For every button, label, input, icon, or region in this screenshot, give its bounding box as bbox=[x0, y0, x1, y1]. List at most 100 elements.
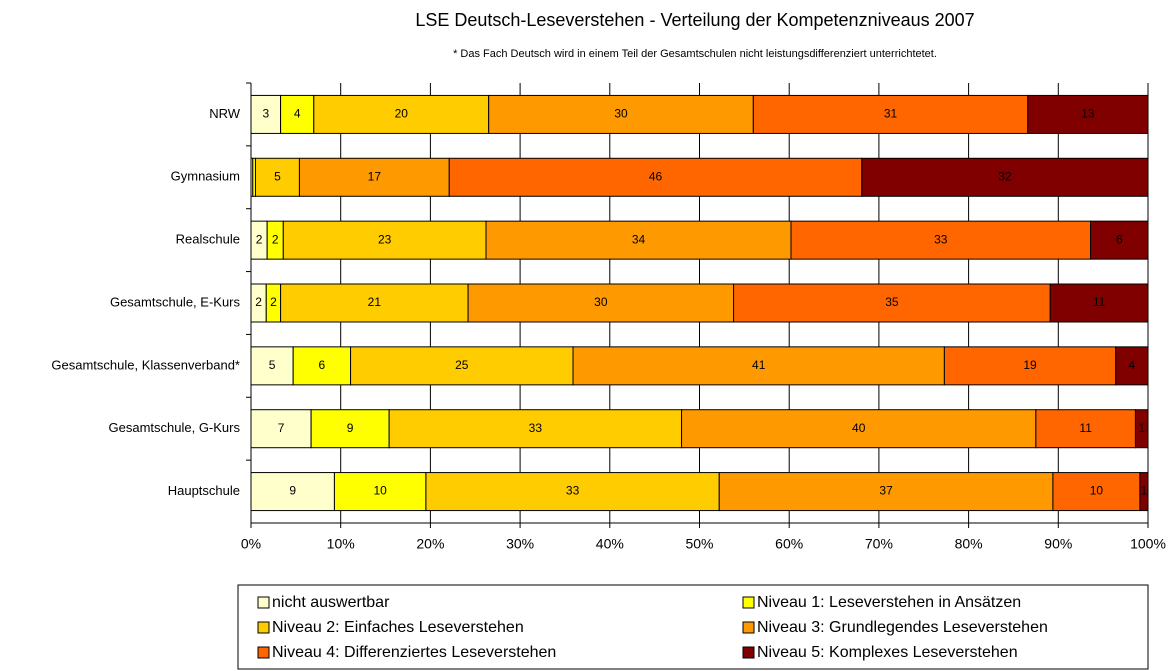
bar-segment bbox=[1052, 472, 1141, 512]
bar-segment bbox=[448, 157, 863, 197]
data-label: 4 bbox=[294, 107, 301, 121]
data-label: 34 bbox=[632, 232, 646, 246]
bar-segment bbox=[718, 472, 1054, 512]
data-label: 6 bbox=[319, 358, 326, 372]
y-tick-label: Realschule bbox=[176, 232, 240, 247]
data-label: 1 bbox=[1141, 484, 1148, 498]
data-label: 37 bbox=[879, 484, 893, 498]
legend-swatch bbox=[257, 621, 270, 634]
legend-label: Niveau 1: Leseverstehen in Ansätzen bbox=[757, 594, 1021, 611]
data-label: 9 bbox=[289, 484, 296, 498]
data-label: 20 bbox=[395, 107, 409, 121]
data-label: 30 bbox=[594, 295, 608, 309]
data-label: 10 bbox=[373, 484, 387, 498]
chart-subtitle: * Das Fach Deutsch wird in einem Teil de… bbox=[453, 48, 937, 60]
x-tick-label: 40% bbox=[596, 536, 624, 552]
bar-segment bbox=[282, 220, 487, 260]
bar-segment bbox=[292, 346, 352, 386]
data-label: 23 bbox=[378, 232, 392, 246]
data-label: 2 bbox=[256, 232, 263, 246]
legend-label: nicht auswertbar bbox=[272, 594, 390, 611]
data-label: 7 bbox=[278, 421, 285, 435]
bar-segment bbox=[250, 409, 312, 449]
bar-segment bbox=[1049, 283, 1149, 323]
data-label: 33 bbox=[529, 421, 543, 435]
x-tick-label: 80% bbox=[955, 536, 983, 552]
legend-label: Niveau 3: Grundlegendes Leseverstehen bbox=[757, 619, 1048, 636]
x-tick-label: 100% bbox=[1130, 536, 1166, 552]
data-label: 3 bbox=[262, 107, 269, 121]
bar-segment bbox=[280, 94, 315, 134]
legend-swatch bbox=[257, 646, 270, 659]
bar-segment bbox=[790, 220, 1092, 260]
data-label: 5 bbox=[269, 358, 276, 372]
bar-segment bbox=[752, 94, 1029, 134]
bar-segment bbox=[1134, 409, 1149, 449]
bar-segment bbox=[681, 409, 1037, 449]
legend-swatch bbox=[742, 646, 755, 659]
y-tick-label: Gymnasium bbox=[171, 169, 240, 184]
data-label: 13 bbox=[1081, 107, 1095, 121]
data-label: 5 bbox=[274, 169, 281, 183]
data-label: 40 bbox=[852, 421, 866, 435]
data-label: 32 bbox=[998, 169, 1012, 183]
data-label: 4 bbox=[1129, 358, 1136, 372]
bar-segment bbox=[488, 94, 754, 134]
legend-label: Niveau 4: Differenziertes Leseverstehen bbox=[272, 644, 556, 661]
data-label: 11 bbox=[1079, 421, 1092, 435]
y-tick-label: Hauptschule bbox=[168, 483, 240, 498]
bar-segment bbox=[254, 157, 300, 197]
legend-swatch bbox=[742, 596, 755, 609]
data-label: 41 bbox=[752, 358, 766, 372]
x-tick-label: 10% bbox=[327, 536, 355, 552]
bar-segment bbox=[425, 472, 720, 512]
y-tick-label: NRW bbox=[209, 106, 241, 121]
x-tick-label: 50% bbox=[685, 536, 713, 552]
bar-segment bbox=[1139, 472, 1149, 512]
data-label: 21 bbox=[368, 295, 382, 309]
data-label: 25 bbox=[455, 358, 469, 372]
y-tick-label: Gesamtschule, G-Kurs bbox=[109, 420, 241, 435]
legend-swatch bbox=[257, 596, 270, 609]
bar-segment bbox=[1115, 346, 1149, 386]
y-tick-label: Gesamtschule, E-Kurs bbox=[110, 294, 241, 309]
data-label: 11 bbox=[1093, 295, 1106, 309]
data-label: 30 bbox=[614, 107, 628, 121]
bar-segment bbox=[250, 346, 294, 386]
bar-segment bbox=[250, 94, 282, 134]
data-label: 2 bbox=[272, 232, 279, 246]
x-tick-label: 30% bbox=[506, 536, 534, 552]
bar-segment bbox=[1090, 220, 1149, 260]
bar-segment bbox=[861, 157, 1149, 197]
data-label: 6 bbox=[1116, 232, 1123, 246]
bar-segment bbox=[388, 409, 683, 449]
data-label: 46 bbox=[649, 169, 663, 183]
bar-segment bbox=[333, 472, 427, 512]
data-label: 35 bbox=[885, 295, 899, 309]
x-tick-label: 60% bbox=[775, 536, 803, 552]
data-label: 9 bbox=[347, 421, 354, 435]
data-label: 31 bbox=[884, 107, 898, 121]
bar-segment bbox=[350, 346, 574, 386]
y-tick-label: Gesamtschule, Klassenverband* bbox=[51, 357, 240, 372]
data-label: 10 bbox=[1090, 484, 1104, 498]
chart-title: LSE Deutsch-Leseverstehen - Verteilung d… bbox=[415, 10, 974, 30]
data-label: 19 bbox=[1023, 358, 1037, 372]
bar-segment bbox=[298, 157, 450, 197]
data-label: 17 bbox=[368, 169, 382, 183]
x-tick-label: 70% bbox=[865, 536, 893, 552]
data-label: 1 bbox=[1138, 421, 1145, 435]
x-tick-label: 20% bbox=[416, 536, 444, 552]
bar-segment bbox=[313, 94, 490, 134]
bar-segment bbox=[1027, 94, 1149, 134]
bar-segment bbox=[280, 283, 469, 323]
data-label: 2 bbox=[255, 295, 262, 309]
legend-swatch bbox=[742, 621, 755, 634]
data-label: 33 bbox=[566, 484, 580, 498]
x-tick-label: 90% bbox=[1044, 536, 1072, 552]
bar-segment bbox=[943, 346, 1117, 386]
data-label: 33 bbox=[934, 232, 948, 246]
legend-box bbox=[237, 584, 1149, 670]
legend-label: Niveau 2: Einfaches Leseverstehen bbox=[272, 619, 524, 636]
